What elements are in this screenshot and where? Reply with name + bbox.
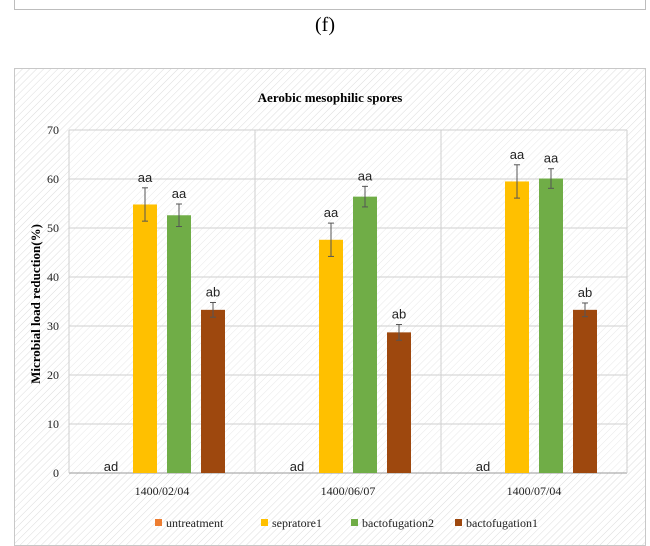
- bar-sepratore1: [133, 204, 157, 474]
- bar-bactofugation2: [539, 178, 563, 473]
- legend-swatch-sepratore1: [261, 519, 268, 526]
- y-tick-label: 20: [47, 368, 59, 382]
- significance-label: aa: [358, 168, 373, 183]
- significance-label: ad: [290, 459, 304, 474]
- significance-label: aa: [172, 186, 187, 201]
- y-tick-label: 10: [47, 417, 59, 431]
- significance-label: aa: [544, 151, 559, 166]
- significance-label: ab: [206, 284, 220, 299]
- bar-sepratore1: [319, 239, 343, 473]
- significance-label: aa: [510, 147, 525, 162]
- y-tick-label: 30: [47, 319, 59, 333]
- significance-label: aa: [138, 170, 153, 185]
- previous-panel-frame: [14, 0, 646, 10]
- bar-bactofugation1: [387, 332, 411, 473]
- legend-label: bactofugation2: [362, 516, 434, 530]
- plot-area: [69, 130, 627, 473]
- legend-swatch-bactofugation2: [351, 519, 358, 526]
- legend-swatch-untreatment: [155, 519, 162, 526]
- y-tick-label: 0: [53, 466, 59, 480]
- x-tick-label: 1400/06/07: [321, 484, 376, 498]
- x-tick-label: 1400/02/04: [135, 484, 190, 498]
- y-axis-label: Microbial load reduction(%): [28, 224, 43, 384]
- bar-bactofugation2: [353, 196, 377, 473]
- significance-label: ad: [104, 459, 118, 474]
- bar-chart: ad aa aa ab ad aa aa ab ad aa aa ab 0 10 20 30 40 50 60 70…: [15, 69, 645, 545]
- bar-bactofugation1: [573, 309, 597, 473]
- legend-swatch-bactofugation1: [455, 519, 462, 526]
- legend-label: bactofugation1: [466, 516, 538, 530]
- y-tick-label: 60: [47, 172, 59, 186]
- bar-bactofugation1: [201, 309, 225, 473]
- significance-label: ad: [476, 459, 490, 474]
- legend-label: untreatment: [166, 516, 224, 530]
- significance-label: ab: [392, 307, 406, 322]
- bar-sepratore1: [505, 181, 529, 473]
- y-tick-label: 70: [47, 123, 59, 137]
- chart-frame: ad aa aa ab ad aa aa ab ad aa aa ab 0 10 20 30 40 50 60 70…: [14, 68, 646, 546]
- legend: untreatment sepratore1 bactofugation2 bacto…: [155, 516, 538, 530]
- chart-title: Aerobic mesophilic spores: [258, 90, 403, 105]
- x-tick-label: 1400/07/04: [507, 484, 562, 498]
- bar-bactofugation2: [167, 215, 191, 473]
- significance-label: aa: [324, 205, 339, 220]
- panel-label: (f): [315, 14, 335, 36]
- legend-label: sepratore1: [272, 516, 322, 530]
- significance-label: ab: [578, 285, 592, 300]
- y-tick-label: 40: [47, 270, 59, 284]
- y-tick-label: 50: [47, 221, 59, 235]
